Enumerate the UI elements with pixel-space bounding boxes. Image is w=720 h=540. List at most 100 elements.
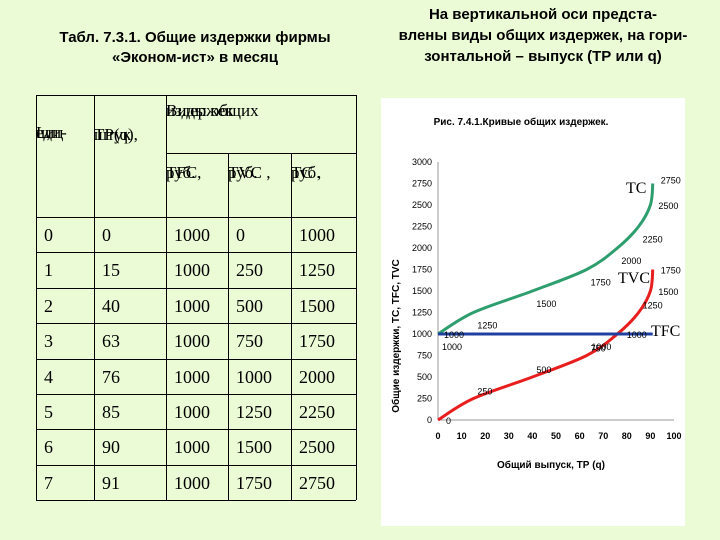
tc-series-line	[437, 183, 655, 336]
table-border	[228, 153, 229, 501]
table-border	[166, 153, 356, 154]
x-tick-label: 60	[575, 431, 585, 441]
cost-table: L, еди- ниц TP(q), штук Виды общих издер…	[36, 95, 357, 502]
table-cell: 2	[44, 295, 53, 316]
description-line: влены виды общих издержек, на гори-	[398, 27, 688, 44]
table-cell: 40	[102, 295, 120, 316]
y-tick-label: 500	[417, 372, 432, 382]
table-cell: 2250	[299, 402, 335, 422]
x-tick-label: 80	[622, 431, 632, 441]
table-cell: 1750	[236, 472, 272, 493]
table-border	[36, 394, 356, 395]
table-border	[36, 95, 37, 501]
tfc-curve-tag: TFC	[651, 323, 681, 340]
table-cell: 750	[236, 331, 263, 352]
table-cell: 1000	[174, 366, 210, 387]
table-cell: 91	[102, 472, 120, 493]
tc-data-label: 2250	[643, 235, 663, 245]
table-cell: 4	[44, 366, 53, 387]
table-cell: 76	[102, 366, 120, 387]
header-text: TC ,	[291, 163, 322, 182]
table-cell: 1000	[174, 295, 210, 316]
table-cell: 0	[44, 225, 53, 245]
x-tick-label: 0	[435, 431, 440, 441]
x-tick-label: 50	[551, 431, 561, 441]
tc-data-label: 1250	[477, 321, 497, 331]
table-cell: 5	[44, 402, 53, 422]
table-border	[291, 153, 292, 501]
x-tick-label: 10	[457, 431, 467, 441]
y-tick-label: 1250	[412, 308, 432, 318]
table-cell: 0	[236, 225, 245, 245]
table-title: Табл. 7.3.1. Общие издержки фирмы «Эконо…	[30, 28, 360, 68]
table-cell: 1000	[174, 331, 210, 352]
table-cell: 1000	[174, 402, 210, 422]
tvc-curve-tag: TVC	[618, 270, 650, 287]
tfc-data-label: 1000	[444, 330, 464, 340]
y-tick-label: 1500	[412, 286, 432, 296]
y-tick-label: 1750	[412, 265, 432, 275]
axis-description: На вертикальной оси предста- влены виды …	[368, 4, 718, 67]
table-cell: 15	[102, 260, 120, 281]
tvc-data-label: 500	[536, 365, 551, 375]
tc-data-label: 2000	[621, 256, 641, 266]
tc-data-label: 1750	[591, 278, 611, 288]
table-border	[94, 95, 95, 501]
table-cell: 1000	[236, 366, 272, 387]
tvc-data-label: 750	[591, 344, 606, 354]
tvc-data-label: 1250	[643, 301, 663, 311]
table-cell: 7	[44, 472, 53, 493]
table-border	[36, 464, 356, 466]
x-tick-label: 20	[480, 431, 490, 441]
description-line: На вертикальной оси предста-	[428, 6, 658, 23]
header-text: издержек	[166, 101, 234, 120]
cost-curves-chart: Рис. 7.4.1.Кривые общих издержек. 0 250 50…	[390, 116, 682, 471]
y-tick-label: 0	[427, 415, 432, 425]
x-tick-label: 40	[527, 431, 537, 441]
tc-curve-tag: TC	[626, 180, 647, 197]
table-border	[36, 287, 356, 289]
chart-panel: Рис. 7.4.1.Кривые общих издержек. 0 250 50…	[381, 98, 685, 526]
header-text: руб.	[291, 163, 321, 182]
table-cell: 63	[102, 331, 120, 352]
table-cell: 250	[236, 260, 263, 281]
table-cell: 1000	[174, 437, 210, 458]
table-title-line: Табл. 7.3.1. Общие издержки фирмы	[59, 29, 331, 46]
table-cell: 1500	[299, 295, 335, 316]
table-cell: 1250	[299, 260, 335, 281]
tc-data-label: 2750	[661, 176, 681, 186]
table-border	[36, 323, 356, 325]
tc-data-label: 2500	[658, 201, 678, 211]
header-text: руб.	[166, 163, 196, 182]
chart-title: Рис. 7.4.1.Кривые общих издержек.	[434, 116, 609, 128]
tvc-data-label: 1000	[591, 342, 611, 352]
table-cell: 1000	[174, 472, 210, 493]
y-tick-label: 1000	[412, 329, 432, 339]
table-cell: 1	[44, 260, 53, 281]
x-tick-label: 100	[666, 431, 681, 441]
tc-data-label: 1500	[536, 299, 556, 309]
table-cell: 3	[44, 331, 53, 352]
table-cell: 6	[44, 437, 53, 458]
table-border	[36, 358, 356, 360]
x-tick-label: 70	[598, 431, 608, 441]
header-text: ниц	[36, 123, 64, 142]
table-cell: 85	[102, 402, 120, 422]
y-tick-label: 2000	[412, 243, 432, 253]
table-border	[36, 217, 356, 218]
table-cell: 1000	[174, 260, 210, 281]
tvc-data-label: 0	[446, 416, 451, 426]
tvc-data-label: 1750	[661, 266, 681, 276]
table-cell: 90	[102, 437, 120, 458]
table-cell: 2500	[299, 437, 335, 458]
y-tick-label: 2250	[412, 222, 432, 232]
header-text: штук	[94, 125, 132, 144]
table-border	[36, 500, 356, 502]
table-cell: 0	[102, 225, 111, 245]
header-text: TVC ,	[228, 163, 271, 182]
table-cell: 1750	[299, 331, 335, 352]
header-text: Виды общих	[166, 101, 259, 120]
table-border	[36, 252, 356, 254]
y-tick-label: 2750	[412, 179, 432, 189]
tfc-data-label: 1000	[627, 330, 647, 340]
